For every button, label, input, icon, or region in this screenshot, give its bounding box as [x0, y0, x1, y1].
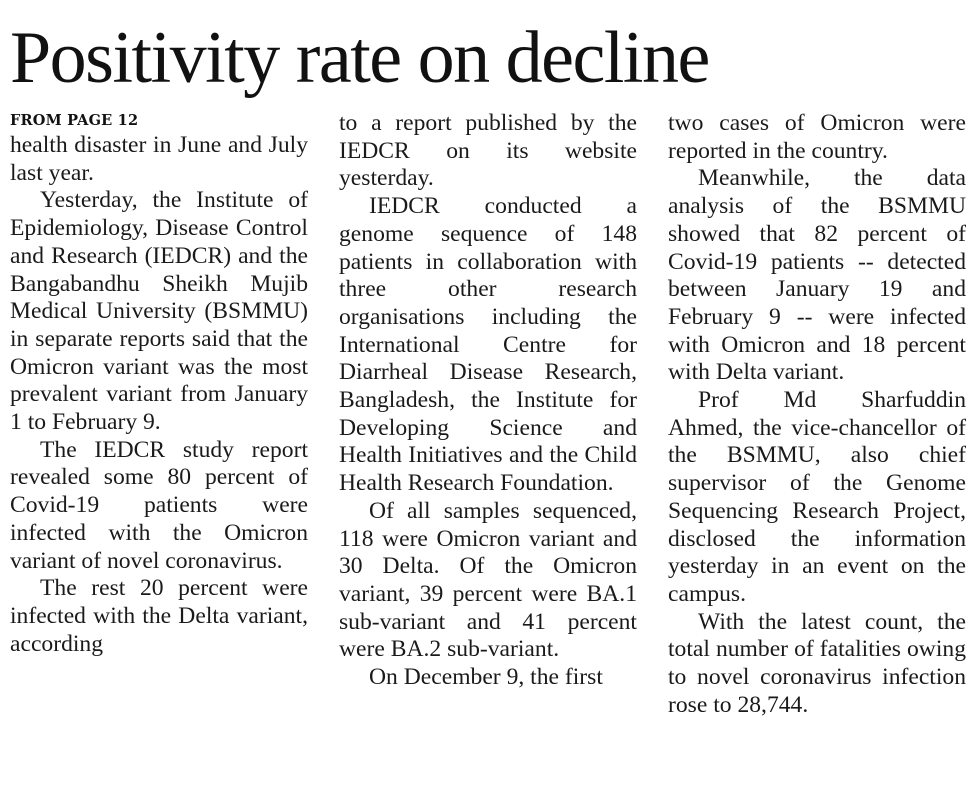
paragraph: On December 9, the first — [369, 664, 603, 691]
paragraph: With the latest count, the total number … — [668, 608, 966, 718]
paragraph: IEDCR conducted a genome sequence of 148… — [339, 193, 637, 497]
article-column-1: FROM PAGE 12 health disaster in June and… — [10, 110, 308, 658]
paragraph: to a report published by the IEDCR on it… — [339, 110, 637, 192]
continuation-kicker: FROM PAGE 12 — [10, 112, 139, 129]
paragraph: Yesterday, the Institute of Epidemiology… — [10, 187, 308, 436]
paragraph: two cases of Omicron were reported in th… — [668, 110, 966, 164]
headline: Positivity rate on decline — [10, 17, 710, 99]
paragraph: Meanwhile, the data analysis of the BSMM… — [668, 165, 966, 386]
article-column-2: to a report published by the IEDCR on it… — [339, 110, 637, 692]
paragraph: Of all samples sequenced, 118 were Omicr… — [339, 497, 637, 663]
article-column-3: two cases of Omicron were reported in th… — [668, 110, 966, 719]
paragraph: The rest 20 percent were infected with t… — [10, 575, 308, 657]
paragraph: Prof Md Sharfuddin Ahmed, the vice-chanc… — [668, 387, 966, 607]
paragraph: The IEDCR study report revealed some 80 … — [10, 436, 308, 574]
paragraph: health disaster in June and July last ye… — [10, 132, 308, 186]
